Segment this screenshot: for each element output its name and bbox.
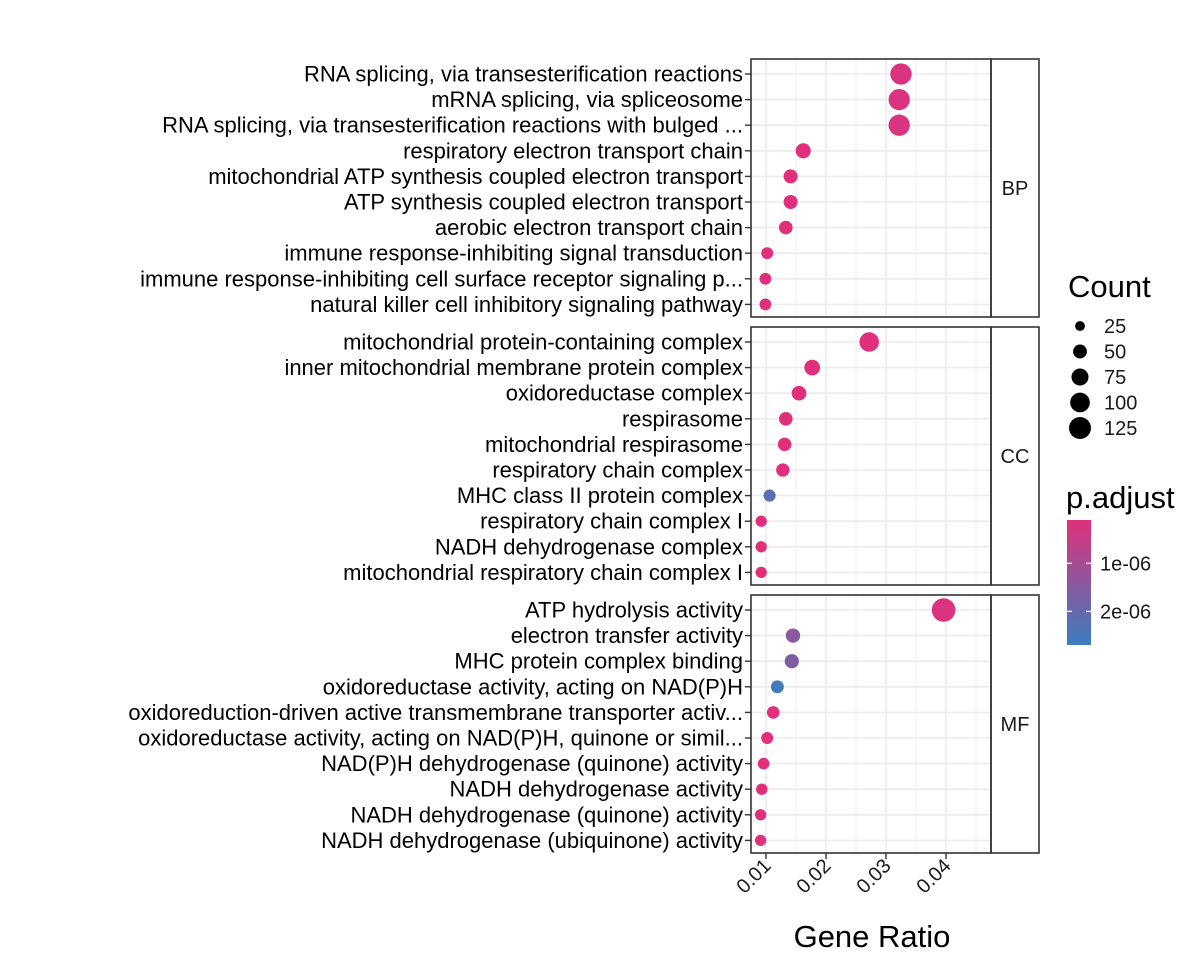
- count-legend-label: 25: [1104, 316, 1126, 338]
- count-legend-key: [1070, 392, 1090, 413]
- data-point: [754, 834, 767, 847]
- term-label: ATP hydrolysis activity: [525, 598, 743, 623]
- data-point: [761, 732, 774, 744]
- facet-panels: BP RNA splicing, via transesterification …: [128, 58, 1040, 854]
- panel-border: [750, 58, 992, 318]
- data-point: [770, 680, 784, 694]
- data-point: [888, 88, 910, 111]
- term-label: electron transfer activity: [511, 623, 743, 648]
- count-legend-label: 125: [1104, 418, 1137, 440]
- data-point: [784, 654, 799, 669]
- term-label: mitochondrial respirasome: [485, 432, 743, 457]
- p-adjust-colorbar: [1067, 520, 1091, 645]
- count-legend-title: Count: [1068, 269, 1151, 304]
- x-tick-label: 0.04: [912, 855, 955, 898]
- data-point: [783, 169, 798, 184]
- term-label: inner mitochondrial membrane protein com…: [284, 355, 743, 380]
- data-point: [766, 706, 780, 719]
- facet-panel-bp: BP RNA splicing, via transesterification …: [140, 58, 1040, 318]
- data-point: [755, 541, 767, 553]
- term-label: oxidoreductase activity, acting on NAD(P…: [323, 674, 743, 699]
- data-point: [859, 332, 879, 352]
- term-label: respirasome: [622, 406, 743, 431]
- x-tick-label: 0.03: [852, 855, 895, 898]
- x-tick-label: 0.02: [792, 855, 835, 898]
- term-label: NADH dehydrogenase (ubiquinone) activity: [321, 828, 743, 853]
- count-legend-label: 75: [1104, 367, 1126, 389]
- data-point: [931, 598, 956, 622]
- data-point: [890, 63, 912, 85]
- colorbar-tick-label: 2e-06: [1100, 601, 1151, 623]
- term-label: NAD(P)H dehydrogenase (quinone) activity: [321, 751, 743, 776]
- term-label: oxidoreduction-driven active transmembra…: [128, 700, 743, 725]
- term-label: respiratory chain complex: [492, 458, 743, 483]
- count-legend-label: 50: [1104, 342, 1126, 364]
- term-label: immune response-inhibiting signal transd…: [284, 241, 743, 266]
- data-point: [757, 757, 770, 770]
- facet-strip: [990, 58, 1040, 318]
- term-label: RNA splicing, via transesterification re…: [162, 113, 743, 138]
- data-point: [759, 298, 772, 311]
- term-label: oxidoreductase activity, acting on NAD(P…: [138, 726, 743, 751]
- data-point: [804, 359, 821, 376]
- data-point: [755, 566, 767, 579]
- term-label: aerobic electron transport chain: [435, 215, 743, 240]
- term-label: NADH dehydrogenase complex: [435, 534, 743, 559]
- data-point: [778, 220, 793, 235]
- facet-strip: [990, 594, 1040, 854]
- term-label: NADH dehydrogenase (quinone) activity: [350, 802, 743, 827]
- x-axis: 0.01 0.02 0.03 0.04: [732, 853, 956, 898]
- count-legend-key: [1073, 344, 1087, 359]
- term-label: oxidoreductase complex: [506, 381, 743, 406]
- term-label: natural killer cell inhibitory signaling…: [310, 292, 743, 317]
- term-label: MHC protein complex binding: [454, 649, 743, 674]
- data-point: [761, 247, 774, 260]
- term-label: immune response-inhibiting cell surface …: [140, 266, 743, 291]
- term-label: mitochondrial protein-containing complex: [343, 330, 743, 355]
- term-label: mitochondrial ATP synthesis coupled elec…: [208, 164, 743, 189]
- data-point: [755, 515, 767, 527]
- term-label: mitochondrial respiratory chain complex …: [343, 560, 743, 585]
- colorbar-tick-label: 1e-06: [1100, 553, 1151, 575]
- panel-background: [751, 59, 991, 317]
- data-point: [759, 272, 772, 285]
- count-legend-key: [1069, 417, 1091, 439]
- count-legend-key: [1071, 368, 1089, 386]
- data-point: [888, 114, 910, 136]
- count-legend-key: [1075, 321, 1085, 331]
- p-adjust-legend-title: p.adjust: [1066, 480, 1175, 515]
- term-label: MHC class II protein complex: [457, 483, 743, 508]
- term-label: respiratory chain complex I: [480, 509, 743, 534]
- data-point: [778, 411, 793, 426]
- x-tick-label: 0.01: [732, 855, 775, 898]
- facet-panel-cc: CC mitochondrial protein-containing compl…: [284, 326, 1040, 586]
- count-legend: Count 25 50 75 100 125: [1068, 269, 1151, 440]
- data-point: [776, 463, 790, 477]
- facet-strip: [990, 326, 1040, 586]
- data-point: [763, 489, 776, 502]
- facet-strip-label: MF: [1001, 714, 1030, 736]
- panel-border: [750, 594, 992, 854]
- data-point: [783, 194, 798, 210]
- data-point: [785, 628, 801, 643]
- term-label: respiratory electron transport chain: [403, 138, 743, 163]
- data-point: [791, 385, 807, 401]
- panel-background: [751, 327, 991, 585]
- panel-border: [750, 326, 992, 586]
- term-label: NADH dehydrogenase activity: [450, 777, 743, 802]
- data-point: [756, 783, 768, 795]
- facet-strip-label: CC: [1001, 446, 1030, 468]
- data-point: [795, 143, 811, 159]
- count-legend-label: 100: [1104, 393, 1137, 415]
- term-label: ATP synthesis coupled electron transport: [344, 190, 743, 215]
- term-label: RNA splicing, via transesterification re…: [304, 62, 743, 87]
- data-point: [754, 809, 767, 821]
- term-label: mRNA splicing, via spliceosome: [431, 87, 743, 112]
- data-point: [777, 437, 792, 452]
- x-axis-title: Gene Ratio: [794, 919, 951, 954]
- p-adjust-legend: p.adjust 1e-06 2e-06: [1066, 480, 1175, 645]
- facet-strip-label: BP: [1002, 178, 1029, 200]
